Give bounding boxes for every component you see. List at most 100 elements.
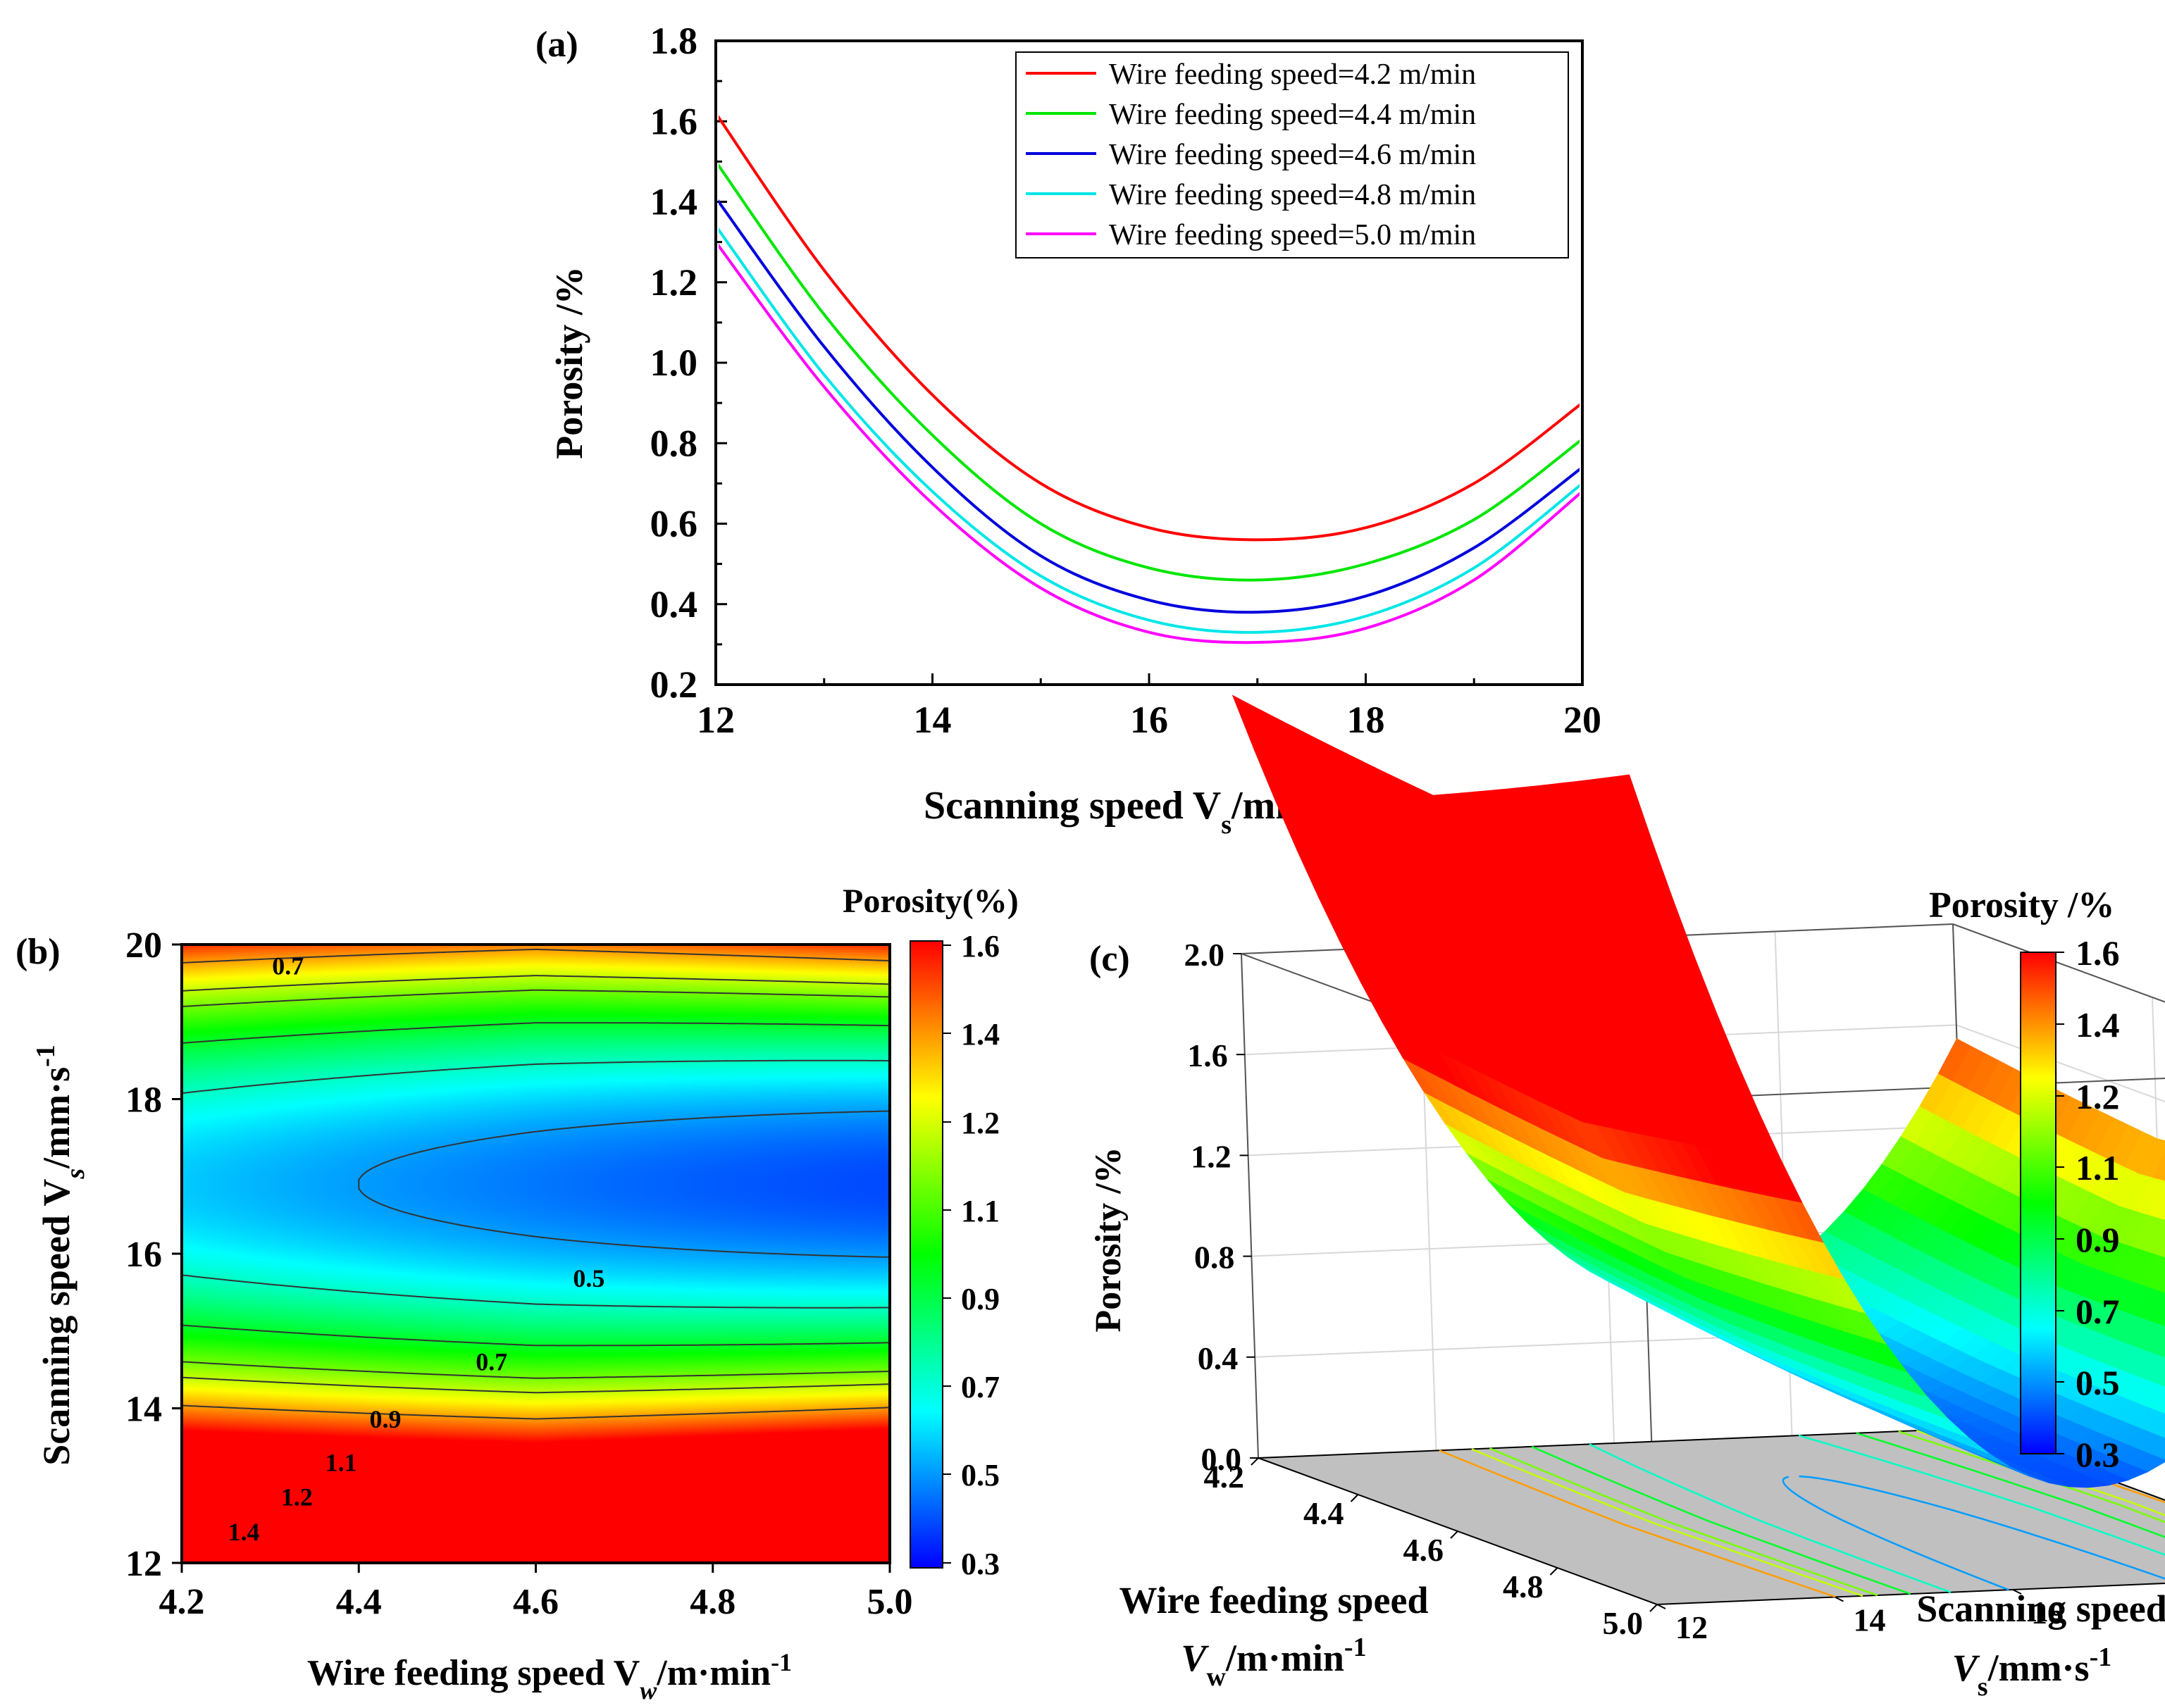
contour-line [182, 975, 890, 992]
x-tick-label: 12 [697, 699, 735, 741]
box-edge [1952, 923, 2165, 1003]
surface-patch [2161, 1214, 2165, 1221]
floor-contour [1489, 1447, 1878, 1597]
contour-line [182, 1274, 890, 1309]
panel-c-label: (c) [1089, 939, 1130, 979]
x-tick [1549, 1567, 1558, 1576]
contour-label: 1.1 [325, 1448, 357, 1476]
legend-label: Wire feeding speed=4.4 m/min [1109, 99, 1476, 131]
surface-patch [2157, 1242, 2165, 1259]
panel-a-ticks: 12 14 16 18 20 0.2 0.4 0.6 0.8 1.0 1.2 1.4 1.6 1.8 [650, 20, 1602, 741]
x-tick-label: 4.8 [1503, 1569, 1544, 1604]
panel-c-colorbar-title: Porosity /% [1929, 885, 2114, 925]
y-tick-label: 1.6 [650, 100, 698, 142]
floor-contour [1439, 1450, 1837, 1598]
floor-contour [1782, 1476, 2009, 1591]
surface-patch [2157, 1345, 2165, 1359]
contour-label: 1.4 [228, 1518, 259, 1546]
surface-patch [2162, 1322, 2165, 1328]
y-tick-label: 1.0 [650, 342, 698, 384]
y-tick-label: 1.4 [650, 181, 698, 223]
colorbar-tick-label: 1.6 [961, 929, 1000, 964]
panel-c-xlabel-line1: Wire feeding speed [1119, 1579, 1429, 1621]
x-tick-label: 16 [1130, 699, 1168, 741]
y-tick-label: 0.6 [650, 503, 698, 545]
series-line [719, 243, 1580, 644]
y-tick-label: 12 [1675, 1609, 1708, 1645]
x-tick-label: 5.0 [867, 1582, 913, 1622]
legend-label: Wire feeding speed=4.8 m/min [1109, 179, 1476, 211]
panel-b-colorbar-ticks: 0.3 0.5 0.7 0.9 1.1 1.2 1.4 1.6 [943, 929, 1000, 1581]
colorbar-tick-label: 1.4 [961, 1017, 1000, 1052]
colorbar-tick-label: 0.9 [961, 1282, 1000, 1316]
colorbar-tick-label: 1.2 [2076, 1077, 2120, 1116]
y-tick-label: 0.8 [650, 422, 698, 464]
y-tick-label: 16 [2031, 1595, 2064, 1631]
floor-contour [1898, 1430, 2165, 1523]
z-tick-label: 1.2 [1191, 1138, 1232, 1174]
floor-contour [1798, 1434, 2165, 1556]
panel-b-xlabel: Wire feeding speed Vw/m·min-1 [307, 1648, 792, 1704]
y-tick-label: 14 [125, 1390, 162, 1430]
y-tick-label: 1.2 [650, 261, 698, 304]
colorbar-tick-label: 1.4 [2076, 1005, 2120, 1045]
panel-c-ylabel-line2: Vs/mm·s-1 [1952, 1642, 2111, 1702]
series-line [719, 115, 1580, 542]
x-tick-label: 20 [1563, 699, 1601, 741]
panel-a-label: (a) [535, 25, 578, 65]
floor-contour [1856, 1432, 2165, 1538]
series-line [719, 227, 1580, 634]
box-edge [1241, 953, 1259, 1459]
x-tick-label: 4.8 [690, 1582, 736, 1622]
contour-label: 0.7 [272, 952, 304, 980]
y-tick [1656, 1604, 1666, 1609]
contour-line [182, 1361, 890, 1379]
contour-label: 0.9 [369, 1405, 401, 1433]
y-tick-label: 0.2 [650, 663, 698, 706]
panel-a-ylabel: Porosity /% [548, 266, 590, 459]
panel-b-colorbar [910, 940, 943, 1569]
z-tick-label: 0.4 [1198, 1340, 1239, 1376]
y-tick-label: 18 [125, 1080, 162, 1121]
x-tick [1251, 1457, 1259, 1466]
colorbar-tick-label: 0.7 [961, 1370, 1000, 1404]
x-tick-label: 14 [914, 699, 952, 741]
floor-contour [1799, 1475, 2165, 1580]
panel-c-xlabel-line2: Vw/m·min-1 [1181, 1633, 1366, 1692]
contour-line [182, 1324, 890, 1347]
panel-a-series [719, 115, 1580, 644]
panel-c-zlabel: Porosity /% [1088, 1147, 1129, 1332]
colorbar-tick-label: 1.1 [2076, 1148, 2120, 1188]
contour-label: 1.2 [281, 1483, 313, 1511]
x-tick-label: 5.0 [1603, 1605, 1644, 1641]
panel-c-surface [1232, 694, 2165, 1488]
panel-c-ylabel-line1: Scanning speed [1916, 1588, 2165, 1630]
y-tick [2012, 1589, 2022, 1595]
legend-label: Wire feeding speed=4.6 m/min [1109, 139, 1476, 171]
panel-b-ylabel: Scanning speed Vs/mm·s-1 [31, 1045, 90, 1466]
panel-c-ticks: 0.00.40.81.21.62.04.24.44.64.85.01214161… [1184, 937, 2064, 1645]
y-tick-label: 20 [125, 925, 162, 966]
contour-label: 0.5 [573, 1264, 604, 1292]
panel-b-contour-labels: 0.7 0.5 0.7 0.9 1.1 1.2 1.4 [228, 952, 604, 1546]
panel-b-colorbar-title: Porosity(%) [843, 883, 1019, 920]
contour-line [182, 1059, 890, 1095]
z-tick-label: 2.0 [1184, 937, 1225, 973]
contour-line [182, 1404, 890, 1420]
floor-contour [1471, 1448, 1863, 1597]
panel-c-3d-surface: (c) 0.0 0.4 0.8 1.2 1.6 2.0 4.2 4.4 4.6 4.8 5.0 12 1… [1088, 694, 2165, 1702]
projection-floor [1258, 1427, 2165, 1606]
colorbar-tick-label: 0.3 [2076, 1435, 2120, 1474]
y-tick-label: 12 [125, 1544, 162, 1584]
z-tick-label: 1.6 [1187, 1037, 1228, 1073]
x-tick-label: 4.2 [1204, 1459, 1245, 1495]
z-tick-label: 0.0 [1201, 1441, 1242, 1477]
panel-b-ticks: 4.2 4.4 4.6 4.8 5.0 12 14 16 18 20 [125, 925, 913, 1622]
colorbar-tick-label: 0.5 [2076, 1363, 2120, 1402]
x-tick-label: 4.6 [1403, 1532, 1444, 1568]
colorbar-tick-label: 0.5 [961, 1458, 1000, 1492]
panel-a-legend: Wire feeding speed=4.2 m/min Wire feeding… [1015, 51, 1569, 258]
contour-line [182, 989, 890, 1008]
contour-line [182, 948, 890, 964]
y-tick-label: 14 [1854, 1602, 1886, 1638]
